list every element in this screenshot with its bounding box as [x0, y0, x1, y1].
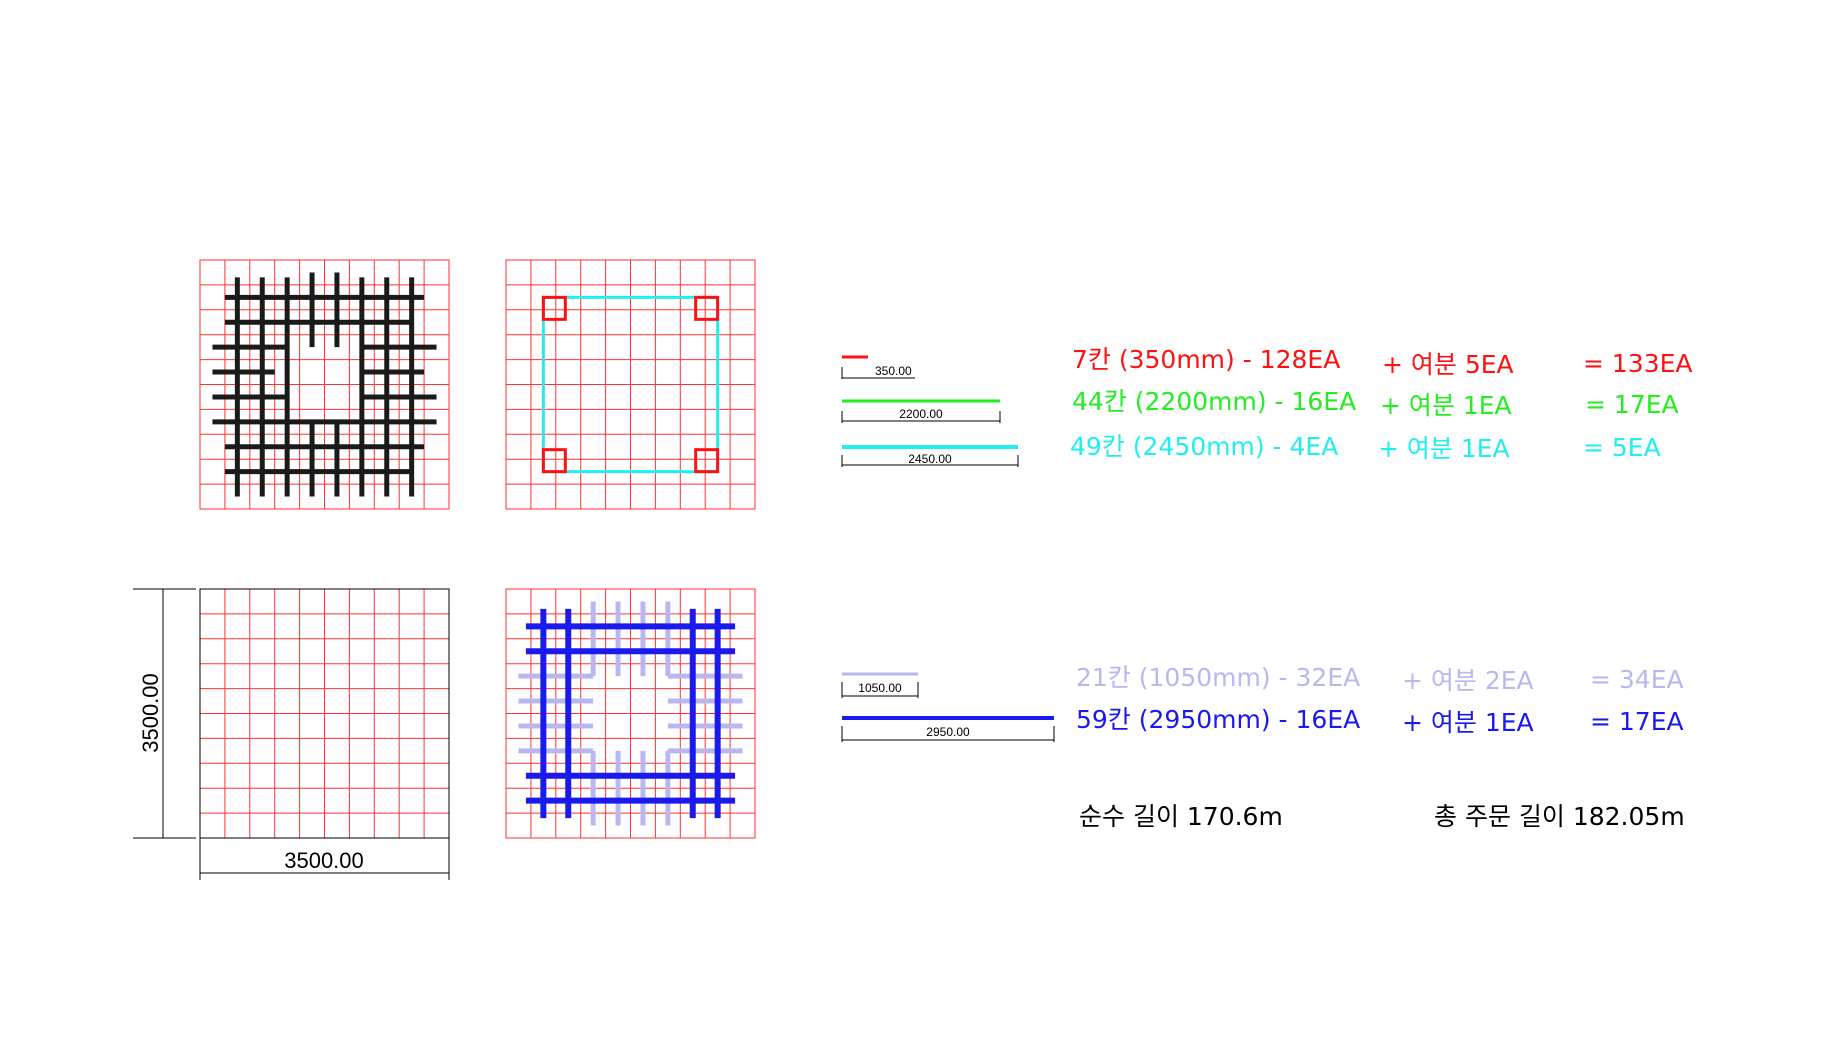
- spec-2-desc: 44칸 (2200mm) - 16EA: [1072, 387, 1356, 416]
- cyan-perimeter-and-red-corners: [541, 295, 720, 474]
- grid-bottom-left: [199, 588, 450, 839]
- spec-4-extra: + 여분 2EA: [1402, 666, 1534, 695]
- red-corner-bar: [541, 295, 567, 321]
- grid-border: [199, 259, 450, 510]
- dimension-horizontal: 3500.00: [199, 838, 450, 880]
- black-rebar-pattern: [212, 272, 437, 497]
- spec-1-desc: 7칸 (350mm) - 128EA: [1072, 345, 1340, 374]
- spec-4-desc: 21칸 (1050mm) - 32EA: [1076, 663, 1360, 692]
- legend-bar-2200: 2200.00: [841, 399, 1001, 423]
- blue-lavender-rebar-pattern: [518, 601, 743, 826]
- spec-row-3: 49칸 (2450mm) - 4EA + 여분 1EA = 5EA: [1070, 432, 1661, 463]
- legend-bar-350: 350.00: [841, 355, 915, 379]
- spec-3-desc: 49칸 (2450mm) - 4EA: [1070, 432, 1338, 461]
- grid-border: [505, 259, 756, 510]
- red-corner-bar: [694, 295, 720, 321]
- grid-border: [199, 588, 450, 839]
- legend-bar-350-label: 350.00: [875, 364, 912, 378]
- spec-5-desc: 59칸 (2950mm) - 16EA: [1076, 705, 1360, 734]
- spec-5-total: = 17EA: [1590, 707, 1684, 736]
- grid-top-right: [505, 259, 756, 510]
- spec-1-extra: + 여분 5EA: [1382, 350, 1514, 379]
- spec-2-total: = 17EA: [1585, 390, 1679, 419]
- legend-bar-1050: 1050.00: [841, 672, 919, 698]
- red-corner-bar: [541, 448, 567, 474]
- legend-bar-2450-label: 2450.00: [908, 452, 952, 466]
- spec-4-total: = 34EA: [1590, 665, 1684, 694]
- dimension-vertical: 3500.00: [133, 588, 196, 839]
- legend-bar-2950-label: 2950.00: [926, 725, 970, 739]
- spec-row-2: 44칸 (2200mm) - 16EA + 여분 1EA = 17EA: [1072, 387, 1679, 420]
- legend-bar-2950: 2950.00: [841, 716, 1055, 742]
- legend-bar-2450: 2450.00: [841, 445, 1019, 467]
- spec-3-extra: + 여분 1EA: [1378, 434, 1510, 463]
- spec-5-extra: + 여분 1EA: [1402, 708, 1534, 737]
- red-corner-bar: [694, 448, 720, 474]
- spec-3-total: = 5EA: [1583, 433, 1661, 462]
- spec-1-total: = 133EA: [1583, 349, 1693, 378]
- spec-row-1: 7칸 (350mm) - 128EA + 여분 5EA = 133EA: [1072, 345, 1693, 379]
- spec-row-4: 21칸 (1050mm) - 32EA + 여분 2EA = 34EA: [1076, 663, 1684, 695]
- dimension-width-label: 3500.00: [284, 848, 364, 873]
- grid-top-left: [199, 259, 450, 510]
- grid-border: [505, 588, 756, 839]
- cyan-perimeter-bar: [541, 295, 720, 474]
- legend-bar-2200-label: 2200.00: [899, 407, 943, 421]
- legend-bar-1050-label: 1050.00: [858, 681, 902, 695]
- net-length: 순수 길이 170.6m: [1079, 802, 1283, 831]
- dimension-height-label: 3500.00: [138, 673, 163, 753]
- spec-row-5: 59칸 (2950mm) - 16EA + 여분 1EA = 17EA: [1076, 705, 1684, 737]
- order-length: 총 주문 길이 182.05m: [1434, 802, 1685, 831]
- grid-bottom-right: [505, 588, 756, 839]
- spec-2-extra: + 여분 1EA: [1380, 391, 1512, 420]
